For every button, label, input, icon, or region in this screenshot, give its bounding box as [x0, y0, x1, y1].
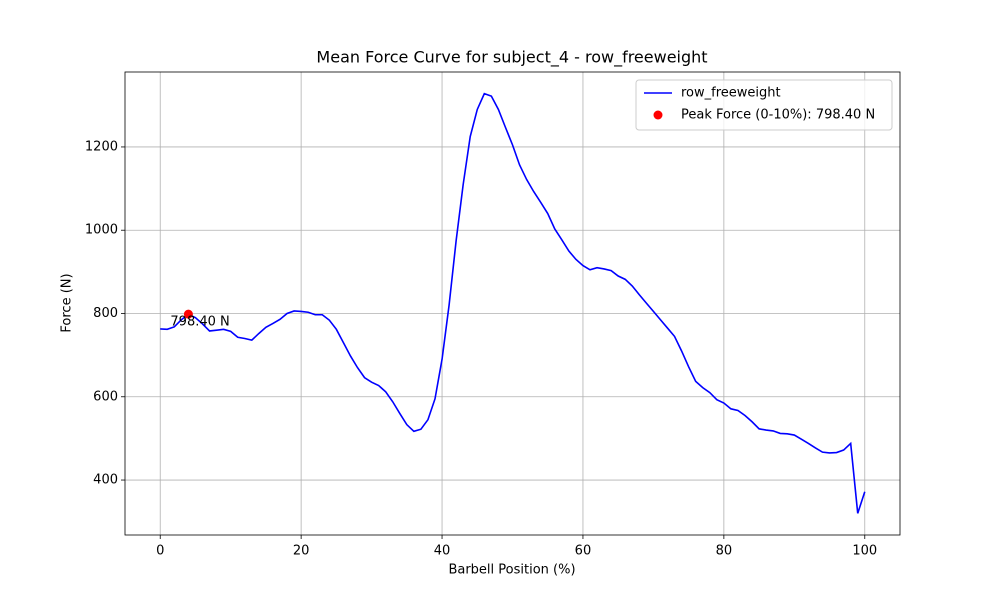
x-tick-label: 60 [575, 544, 592, 559]
x-tick-label: 20 [293, 544, 310, 559]
data-label: 798.40 N [170, 315, 229, 330]
legend-label: row_freeweight [681, 86, 781, 101]
x-tick-label: 80 [716, 544, 733, 559]
y-tick-label: 400 [93, 473, 118, 488]
x-axis-label: Barbell Position (%) [448, 563, 575, 578]
y-tick-label: 800 [93, 306, 118, 321]
y-axis-label: Force (N) [60, 273, 75, 332]
chart-title: Mean Force Curve for subject_4 - row_fre… [316, 48, 707, 68]
x-tick-label: 0 [156, 544, 164, 559]
x-tick-label: 40 [434, 544, 451, 559]
legend-swatch [653, 110, 663, 120]
data-line [160, 92, 866, 514]
peak-point [183, 309, 193, 319]
legend-box [635, 79, 893, 131]
plot-frame [124, 71, 901, 536]
y-tick-label: 600 [93, 389, 118, 404]
x-tick-label: 100 [852, 544, 877, 559]
y-tick-label: 1000 [85, 223, 118, 238]
legend-label: Peak Force (0-10%): 798.40 N [681, 108, 875, 123]
y-tick-label: 1200 [85, 139, 118, 154]
